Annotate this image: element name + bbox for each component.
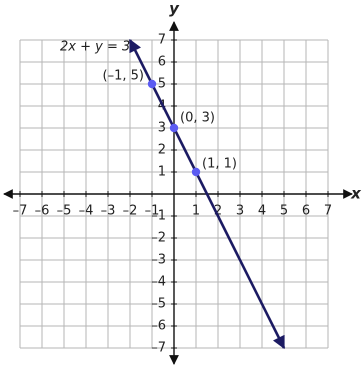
line [128, 38, 286, 350]
y-axis-label: y [169, 0, 180, 18]
y-tick-label: –7 [151, 341, 166, 356]
x-tick-label: –2 [123, 204, 138, 219]
y-tick-label: –6 [151, 319, 166, 334]
x-tick-label: –3 [101, 204, 116, 219]
y-tick-label: 6 [158, 55, 166, 70]
x-tick-label: 1 [192, 204, 200, 219]
y-tick-label: 2 [158, 143, 166, 158]
y-tick-label: –3 [151, 253, 166, 268]
point [191, 167, 201, 177]
y-tick-label: 7 [158, 33, 166, 48]
x-axis-label: x [350, 185, 362, 203]
point-label: (1, 1) [202, 157, 237, 172]
x-tick-label: 4 [258, 204, 266, 219]
y-tick-label: –1 [151, 209, 166, 224]
point-label: (0, 3) [180, 111, 215, 126]
x-tick-label: –7 [13, 204, 28, 219]
point [147, 79, 157, 89]
y-tick-label: –5 [151, 297, 166, 312]
x-tick-label: –4 [79, 204, 94, 219]
y-tick-label: –2 [151, 231, 166, 246]
y-tick-label: 1 [158, 165, 166, 180]
point-label: (–1, 5) [103, 69, 144, 84]
x-tick-label: 7 [324, 204, 332, 219]
equation-label: 2x + y = 3 [60, 40, 130, 55]
y-tick-label: 3 [158, 121, 166, 136]
point [169, 123, 179, 133]
x-tick-label: 5 [280, 204, 288, 219]
x-tick-label: –5 [57, 204, 72, 219]
x-tick-label: –6 [35, 204, 50, 219]
y-tick-label: –4 [151, 275, 166, 290]
x-tick-label: 3 [236, 204, 244, 219]
x-tick-label: 6 [302, 204, 310, 219]
y-tick-label: 5 [158, 77, 166, 92]
